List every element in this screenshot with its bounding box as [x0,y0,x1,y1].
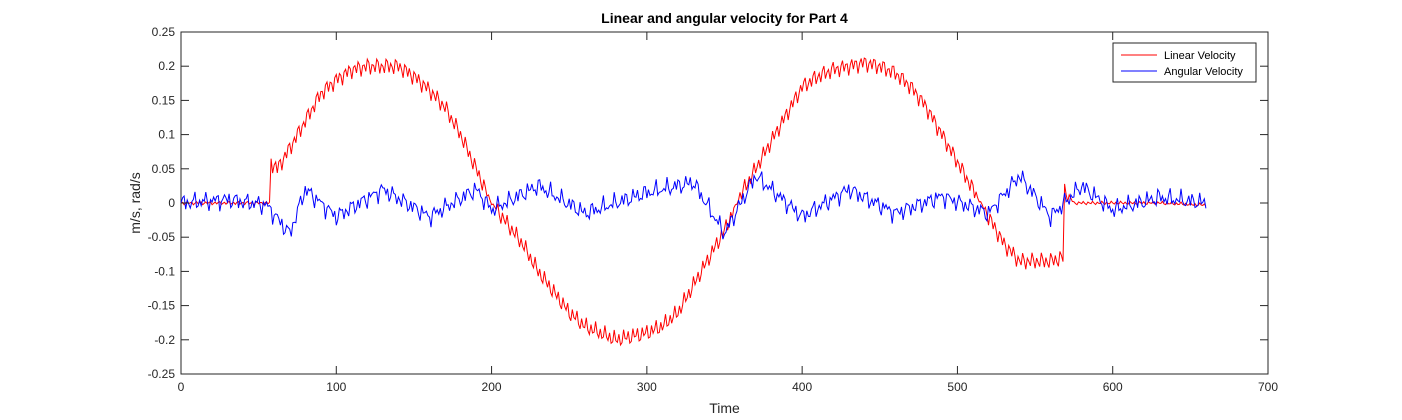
y-tick-label: 0.1 [158,128,175,142]
axis-ticks: 0 100 200 300 400 500 600 700 -0.25 -0.2 -0.15 -0.1… [148,25,1279,394]
legend-entry-angular-velocity: Angular Velocity [1164,66,1243,78]
x-tick-label: 200 [482,380,502,394]
x-axis-label: Time [709,400,740,416]
x-tick-label: 400 [792,380,812,394]
legend: Linear Velocity Angular Velocity [1112,42,1257,83]
y-tick-label: -0.15 [148,299,176,313]
y-tick-label: 0.2 [158,59,175,73]
x-tick-label: 600 [1103,380,1123,394]
y-tick-label: 0 [168,196,175,210]
series-layer [180,57,1207,347]
plot-area [180,31,1269,375]
legend-entry-linear-velocity: Linear Velocity [1164,50,1236,62]
x-tick-label: 700 [1258,380,1278,394]
y-tick-label: 0.25 [152,25,176,39]
legend-box [1112,42,1257,83]
y-tick-label: -0.2 [154,333,175,347]
x-tick-label: 300 [637,380,657,394]
x-tick-label: 0 [178,380,185,394]
y-tick-label: 0.15 [152,93,176,107]
y-tick-label: -0.1 [154,264,175,278]
x-tick-label: 100 [326,380,346,394]
chart-title: Linear and angular velocity for Part 4 [601,10,848,26]
y-axis-label: m/s, rad/s [127,172,143,233]
series-line-angular-velocity [180,170,1207,240]
series-line-linear-velocity [180,57,1207,347]
y-tick-label: 0.05 [152,162,176,176]
x-tick-label: 500 [947,380,967,394]
y-tick-label: -0.25 [148,367,176,381]
y-tick-label: -0.05 [148,230,176,244]
